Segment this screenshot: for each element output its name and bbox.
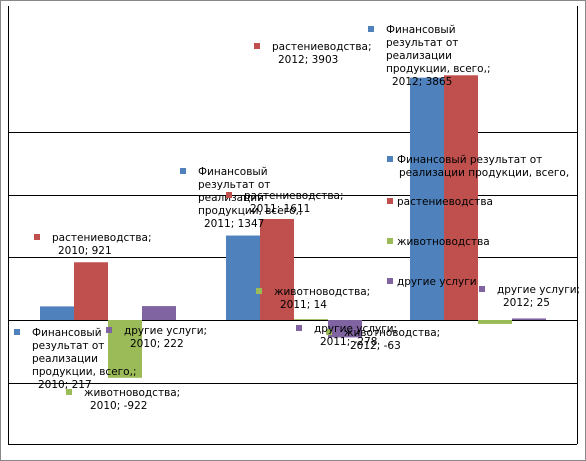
data-label-2012-series-1: растениеводства;2012; 3903 (254, 41, 372, 66)
data-label-2011-series-1: растениеводства;2011; 1611 (226, 190, 344, 215)
legend-swatch (387, 198, 393, 204)
data-label-line: животноводства; (84, 387, 180, 399)
legend-label: животноводства (397, 236, 490, 248)
data-label-line: растениеводства; (272, 41, 372, 53)
data-label-line: 2012; 3903 (278, 54, 338, 66)
data-label-line: другие услуги; (497, 284, 580, 296)
bar-2012-series-2 (478, 320, 512, 324)
data-label-line: 2012; 3865 (392, 76, 452, 88)
label-marker (14, 329, 20, 335)
data-label-2011-series-2: животноводства;2011; 14 (256, 286, 370, 311)
bar-2012-series-0 (410, 77, 444, 321)
data-label-line: Финансовый (198, 166, 268, 178)
label-marker (66, 389, 72, 395)
data-label-line: продукции, всего,; (386, 63, 490, 75)
data-label-2012-series-3: другие услуги;2012; 25 (479, 284, 580, 309)
data-label-line: другие услуги; (124, 325, 207, 337)
bar-2012-series-1 (444, 75, 478, 321)
bar-2011-series-1 (260, 218, 294, 320)
data-label-2010-series-3: другие услуги;2010; 222 (106, 325, 207, 350)
data-label-line: 2010; 921 (58, 245, 112, 257)
bar-2010-series-2 (108, 320, 142, 378)
bars (40, 75, 546, 378)
data-label-line: 2011; 14 (280, 299, 327, 311)
data-label-2010-series-2: животноводства;2010; -922 (66, 387, 180, 412)
legend-swatch (387, 238, 393, 244)
data-label-line: 2012; 25 (503, 297, 550, 309)
label-marker (34, 234, 40, 240)
data-label-line: продукции, всего,; (32, 366, 136, 378)
data-label-line: Финансовый (386, 24, 456, 36)
data-label-line: растениеводства; (52, 232, 152, 244)
data-label-line: 2011; 1347 (204, 218, 264, 230)
data-label-line: реализации (386, 50, 452, 62)
data-label-line: животноводства; (344, 327, 440, 339)
label-marker (180, 168, 186, 174)
legend-swatch (387, 156, 393, 162)
data-label-line: 2010; 217 (38, 379, 92, 391)
legend-label: растениеводства (397, 196, 493, 208)
data-label-2011-series-3: другие услуги;2011; -278 (296, 323, 397, 348)
legend-label: другие услуги (397, 276, 477, 288)
bar-2012-series-3 (512, 318, 546, 320)
data-label-line: 2011; -278 (320, 336, 377, 348)
bar-2010-series-1 (74, 262, 108, 320)
label-marker (368, 26, 374, 32)
data-label-line: результат от (386, 37, 458, 49)
bar-2010-series-0 (40, 306, 74, 320)
data-label-line: продукции, всего,; (198, 205, 302, 217)
data-label-line: Финансовый (32, 327, 102, 339)
label-marker (479, 286, 485, 292)
bar-2011-series-0 (226, 235, 260, 320)
data-label-line: 2010; 222 (130, 338, 184, 350)
data-label-line: 2011; 1611 (250, 203, 310, 215)
label-marker (106, 327, 112, 333)
legend-swatch (387, 278, 393, 284)
bar-2011-series-2 (294, 319, 328, 320)
label-marker (326, 329, 332, 335)
label-marker (254, 43, 260, 49)
label-marker (256, 288, 262, 294)
data-label-line: результат от (198, 179, 270, 191)
label-marker (226, 192, 232, 198)
data-label-line: реализации (32, 353, 98, 365)
legend-label: реализации продукции, всего, (399, 167, 569, 179)
legend-item-2: животноводства (387, 236, 490, 248)
legend-label: Финансовый результат от (397, 154, 542, 166)
data-label-2012-series-2: животноводства;2012; -63 (326, 327, 440, 352)
data-label-line: растениеводства; (244, 190, 344, 202)
data-label-line: животноводства; (274, 286, 370, 298)
data-label-2010-series-1: растениеводства;2010; 921 (34, 232, 152, 257)
bar-2010-series-3 (142, 306, 176, 320)
data-label-line: другие услуги; (314, 323, 397, 335)
data-label-line: 2010; -922 (90, 400, 147, 412)
bar-2011-series-3 (328, 320, 362, 338)
legend-item-3: другие услуги (387, 276, 477, 288)
data-label-line: результат от (32, 340, 104, 352)
data-label-line: 2012; -63 (350, 340, 401, 352)
legend-item-1: растениеводства (387, 196, 493, 208)
label-marker (296, 325, 302, 331)
